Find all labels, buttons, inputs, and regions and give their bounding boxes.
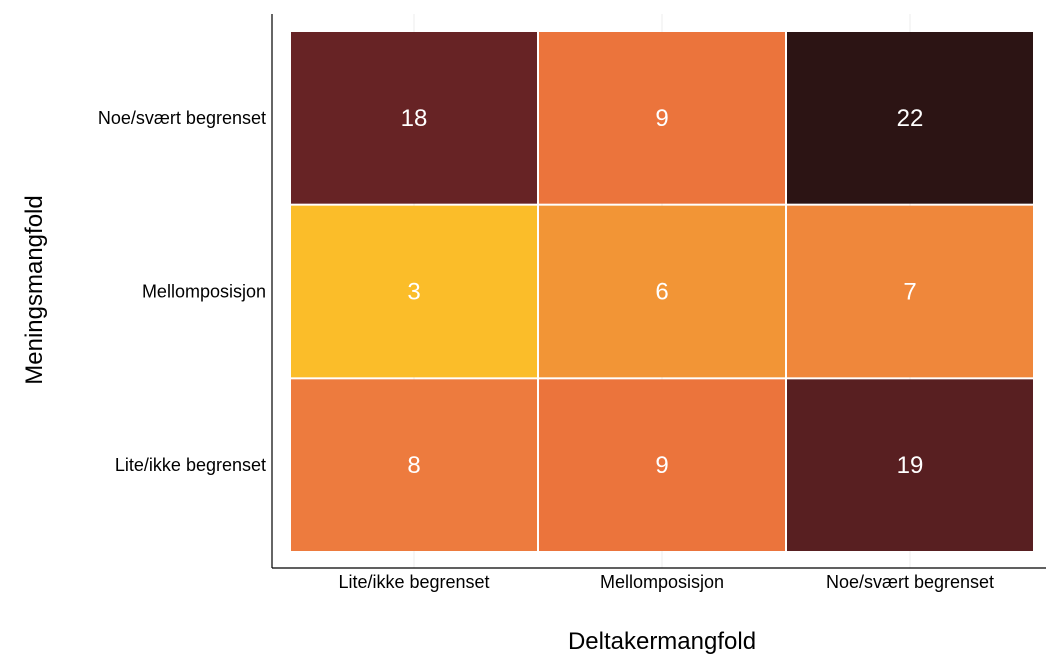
x-tick-label: Mellomposisjon <box>600 572 724 592</box>
y-axis-title: Meningsmangfold <box>21 195 48 384</box>
x-axis-tick-labels: Lite/ikke begrenset Mellomposisjon Noe/svæ… <box>338 572 994 592</box>
cell-value-label: 6 <box>655 279 668 306</box>
x-tick-label: Noe/svært begrenset <box>826 572 994 592</box>
heatmap-cells <box>291 32 1033 551</box>
heatmap-cell <box>787 32 1033 204</box>
cell-value-label: 18 <box>401 105 428 132</box>
heatmap-cell <box>539 205 785 378</box>
heatmap-cell <box>539 379 785 551</box>
heatmap-cell <box>291 379 537 551</box>
cell-value-label: 3 <box>407 279 420 306</box>
heatmap-cell <box>539 32 785 204</box>
heatmap-cell <box>291 205 537 378</box>
y-tick-label: Lite/ikke begrenset <box>115 455 266 475</box>
heatmap-cell <box>291 32 537 204</box>
heatmap-cell <box>787 205 1033 378</box>
x-tick-label: Lite/ikke begrenset <box>338 572 489 592</box>
cell-value-label: 9 <box>655 452 668 479</box>
cell-value-label: 19 <box>897 452 924 479</box>
cell-value-label: 22 <box>897 105 924 132</box>
cell-value-label: 7 <box>903 279 916 306</box>
y-tick-label: Mellomposisjon <box>142 282 266 302</box>
y-axis-tick-labels: Lite/ikke begrenset Mellomposisjon Noe/svæ… <box>98 108 266 475</box>
heatmap-cell-labels: 8 9 19 3 6 7 18 9 22 <box>401 105 924 479</box>
cell-value-label: 9 <box>655 105 668 132</box>
y-tick-label: Noe/svært begrenset <box>98 108 266 128</box>
heatmap-cell <box>787 379 1033 551</box>
cell-value-label: 8 <box>407 452 420 479</box>
x-axis-title: Deltakermangfold <box>568 628 756 655</box>
